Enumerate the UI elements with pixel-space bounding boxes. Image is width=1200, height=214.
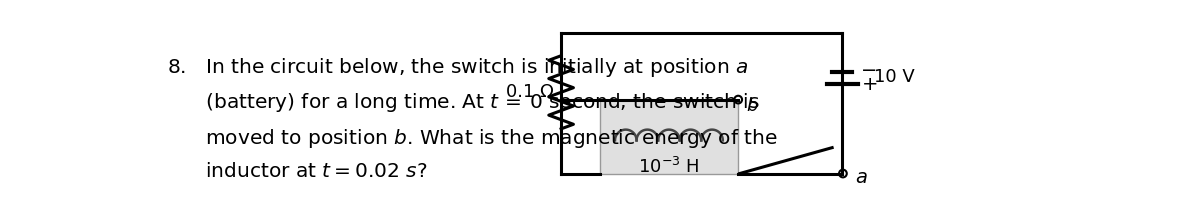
- Text: moved to position $b$. What is the magnetic energy of the: moved to position $b$. What is the magne…: [167, 126, 778, 150]
- Text: $10^{-3}$ H: $10^{-3}$ H: [638, 157, 700, 177]
- Text: inductor at $t = 0.02\ s$?: inductor at $t = 0.02\ s$?: [167, 162, 427, 181]
- Text: −: −: [862, 61, 877, 80]
- Text: 10 V: 10 V: [875, 67, 916, 86]
- Bar: [600, 100, 738, 174]
- Text: 8.   In the circuit below, the switch is initially at position $a$: 8. In the circuit below, the switch is i…: [167, 56, 749, 79]
- Text: $a$: $a$: [856, 168, 868, 187]
- Text: (battery) for a long time. At $t\,=\,0$ second, the switch is: (battery) for a long time. At $t\,=\,0$ …: [167, 91, 760, 114]
- Text: $b$: $b$: [746, 97, 758, 115]
- Text: +: +: [862, 75, 878, 94]
- Text: 0.1 Ω: 0.1 Ω: [505, 83, 553, 101]
